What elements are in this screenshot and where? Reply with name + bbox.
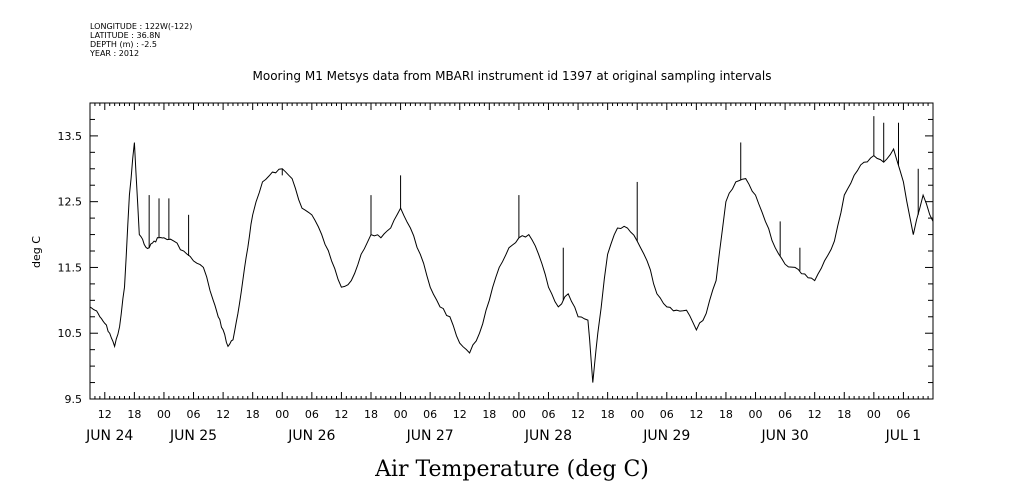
x-hour-label: 12	[216, 408, 230, 421]
x-hour-label: 00	[275, 408, 289, 421]
y-tick-label: 13.5	[58, 130, 83, 143]
x-day-label: JUN 26	[287, 428, 335, 444]
chart-title: Mooring M1 Metsys data from MBARI instru…	[253, 69, 772, 83]
x-hour-label: 06	[778, 408, 792, 421]
plot-frame	[89, 102, 934, 400]
y-tick-label: 9.5	[65, 393, 83, 406]
meta-depth: DEPTH (m) : -2.5	[90, 40, 157, 49]
x-day-label: JUN 30	[761, 428, 809, 444]
x-hour-label: 06	[305, 408, 319, 421]
x-hour-label: 06	[896, 408, 910, 421]
x-hour-label: 00	[630, 408, 644, 421]
x-hour-label: 06	[541, 408, 555, 421]
x-hour-label: 18	[837, 408, 851, 421]
x-hour-label: 12	[571, 408, 585, 421]
x-day-label: JUN 29	[642, 428, 690, 444]
x-hour-label: 12	[453, 408, 467, 421]
x-hour-label: 00	[512, 408, 526, 421]
x-hour-label: 00	[867, 408, 881, 421]
temperature-line	[89, 142, 934, 383]
x-hour-label: 12	[98, 408, 112, 421]
x-hour-label: 18	[364, 408, 378, 421]
x-hour-label: 00	[157, 408, 171, 421]
x-hour-label: 00	[394, 408, 408, 421]
x-day-label: JUN 27	[406, 428, 454, 444]
x-hour-label: 06	[187, 408, 201, 421]
x-hour-label: 12	[808, 408, 822, 421]
x-hour-label: 06	[660, 408, 674, 421]
y-tick-label: 11.5	[58, 261, 83, 274]
meta-latitude: LATITUDE : 36.8N	[90, 31, 161, 40]
meta-year: YEAR : 2012	[90, 49, 140, 58]
x-hour-label: 18	[127, 408, 141, 421]
x-day-label: JUN 28	[524, 428, 572, 444]
y-tick-label: 12.5	[58, 196, 83, 209]
x-hour-label: 18	[246, 408, 260, 421]
x-hour-label: 06	[423, 408, 437, 421]
y-axis-label: deg C	[30, 236, 43, 268]
x-day-label: JUN 25	[169, 428, 217, 444]
x-hour-label: 12	[334, 408, 348, 421]
meta-longitude: LONGITUDE : 122W(-122)	[90, 22, 193, 31]
x-hour-label: 00	[749, 408, 763, 421]
x-hour-label: 18	[719, 408, 733, 421]
x-day-label: JUL 1	[885, 428, 922, 444]
x-day-label: JUN 24	[85, 428, 133, 444]
y-tick-label: 10.5	[58, 327, 83, 340]
x-hour-label: 12	[689, 408, 703, 421]
x-hour-label: 18	[601, 408, 615, 421]
x-axis-label: Air Temperature (deg C)	[374, 457, 649, 482]
x-hour-label: 18	[482, 408, 496, 421]
